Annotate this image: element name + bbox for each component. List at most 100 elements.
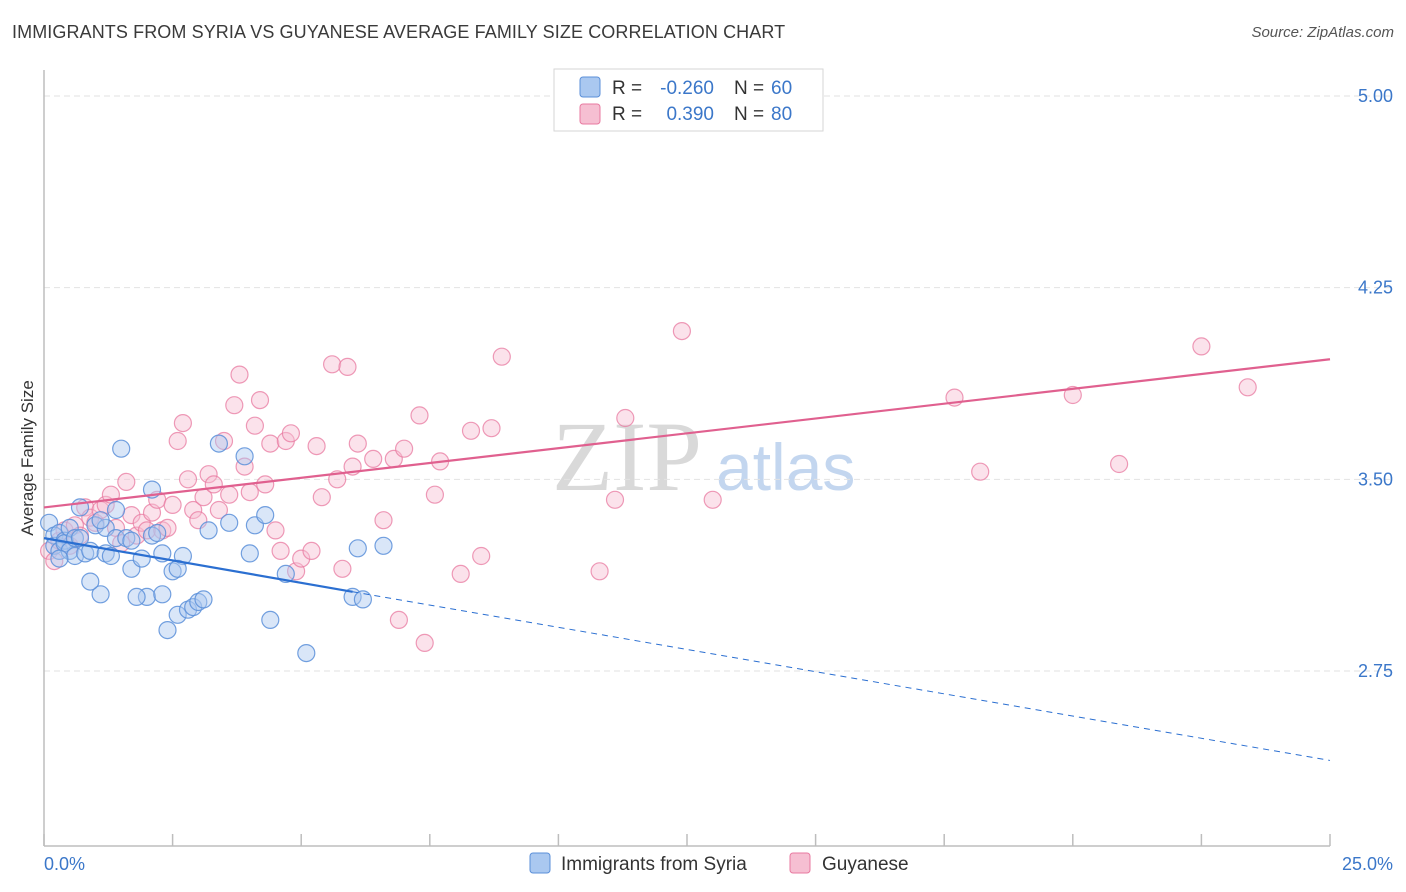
point-guyanese: [307, 437, 326, 456]
point-syria: [163, 562, 182, 581]
point-guyanese: [225, 396, 244, 415]
point-syria: [112, 439, 131, 458]
point-guyanese: [312, 488, 331, 507]
point-syria: [86, 516, 105, 535]
y-tick-label: 5.00: [1358, 86, 1393, 106]
point-guyanese: [261, 434, 280, 453]
point-guyanese: [425, 485, 444, 504]
legend-swatch-syria: [579, 76, 601, 98]
point-guyanese: [415, 633, 434, 653]
point-guyanese: [1238, 378, 1257, 397]
x-axis-ticks: [43, 834, 1331, 846]
point-guyanese: [158, 518, 177, 538]
legend-r-label-1: R =: [612, 78, 642, 99]
point-syria: [127, 587, 146, 607]
point-syria: [256, 505, 275, 525]
point-guyanese: [971, 462, 990, 481]
chart-title: IMMIGRANTS FROM SYRIA VS GUYANESE AVERAG…: [12, 22, 786, 42]
legend-r-value-1: -0.260: [660, 78, 714, 99]
point-guyanese: [281, 424, 300, 443]
point-guyanese: [292, 549, 311, 568]
point-guyanese: [374, 511, 393, 530]
bottom-legend-swatch-syria: [529, 852, 551, 874]
point-guyanese: [178, 470, 198, 489]
point-syria: [91, 511, 110, 530]
x-tick-label-max: 25.0%: [1342, 854, 1393, 874]
stats-legend: R = -0.260 N = 60 R = 0.390 N = 80: [553, 68, 824, 132]
point-syria: [189, 592, 208, 612]
series-guyanese-points: [39, 322, 1257, 653]
point-syria: [148, 523, 167, 543]
watermark-zip: ZIP: [552, 401, 702, 512]
point-guyanese: [250, 391, 270, 410]
bottom-legend-swatch-guyanese: [789, 852, 811, 874]
point-guyanese: [220, 485, 239, 504]
point-syria: [106, 500, 126, 520]
point-syria: [81, 572, 100, 591]
point-guyanese: [395, 439, 414, 458]
gridlines: [44, 95, 1393, 672]
y-tick-labels: 2.75 3.50 4.25 5.00: [1358, 86, 1393, 681]
point-guyanese: [214, 431, 234, 451]
point-syria: [199, 521, 218, 540]
point-guyanese: [348, 434, 367, 453]
x-tick-label-min: 0.0%: [44, 854, 85, 874]
point-guyanese: [364, 449, 383, 468]
point-guyanese: [605, 490, 625, 509]
point-syria: [50, 549, 69, 568]
point-syria: [297, 643, 316, 663]
point-guyanese: [137, 521, 156, 540]
point-guyanese: [204, 475, 223, 494]
y-tick-label: 2.75: [1358, 661, 1393, 681]
point-syria: [153, 585, 172, 604]
legend-n-value-2: 80: [771, 104, 792, 125]
point-syria: [220, 513, 239, 532]
point-guyanese: [338, 357, 357, 376]
point-guyanese: [199, 465, 218, 484]
point-syria: [106, 528, 126, 548]
point-syria: [240, 544, 259, 563]
legend-swatch-guyanese: [579, 103, 601, 125]
point-guyanese: [117, 472, 136, 491]
source-label: Source: ZipAtlas.com: [1251, 24, 1394, 41]
point-syria: [142, 526, 162, 545]
point-guyanese: [168, 431, 187, 451]
trend-line-syria-extension: [352, 591, 1331, 761]
point-syria: [122, 531, 141, 550]
legend-r-value-2: 0.390: [666, 104, 714, 125]
point-syria: [137, 587, 156, 607]
point-syria: [132, 549, 151, 568]
point-guyanese: [482, 419, 501, 438]
point-guyanese: [245, 416, 264, 435]
watermark-atlas: atlas: [716, 430, 855, 504]
trend-line-guyanese: [43, 358, 1331, 509]
point-guyanese: [271, 541, 290, 561]
bottom-legend-label-syria: Immigrants from Syria: [561, 854, 747, 875]
series-syria-points: [39, 434, 393, 663]
legend-r-label-2: R =: [612, 104, 642, 125]
trend-line-syria: [43, 537, 353, 593]
point-syria: [261, 610, 280, 630]
trend-lines: [43, 358, 1331, 761]
y-axis-label: Average Family Size: [18, 380, 37, 536]
point-syria: [374, 536, 393, 555]
point-guyanese: [461, 421, 481, 440]
point-syria: [70, 498, 90, 517]
bottom-legend-label-guyanese: Guyanese: [822, 854, 909, 875]
point-guyanese: [672, 322, 692, 341]
point-syria: [158, 620, 177, 640]
point-syria: [184, 597, 203, 617]
point-guyanese: [209, 500, 228, 520]
point-guyanese: [173, 414, 192, 433]
point-syria: [91, 585, 110, 604]
point-guyanese: [184, 500, 203, 520]
point-syria: [194, 590, 213, 609]
point-guyanese: [1109, 454, 1129, 474]
point-guyanese: [616, 408, 635, 428]
point-guyanese: [235, 457, 254, 476]
point-syria: [235, 447, 254, 466]
point-syria: [101, 546, 121, 566]
point-guyanese: [163, 495, 182, 514]
point-guyanese: [1192, 337, 1211, 356]
